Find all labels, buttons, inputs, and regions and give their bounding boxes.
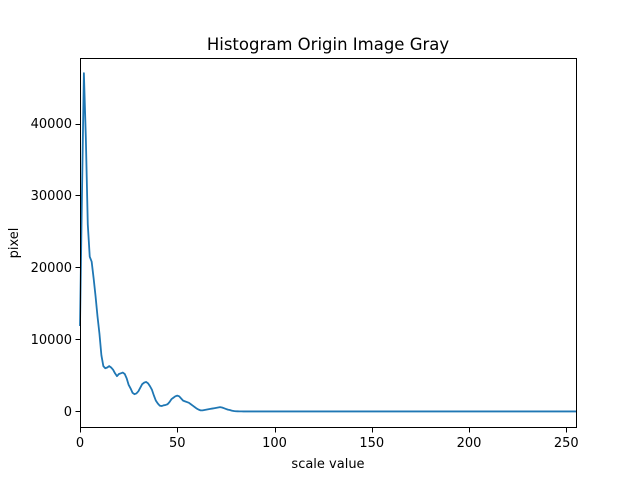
x-axis-ticks: 0 50 100 150 200 250: [76, 428, 579, 451]
y-tick-label: 0: [64, 405, 72, 420]
x-tick-label: 200: [457, 436, 482, 451]
y-axis-label: pixel: [7, 228, 22, 259]
y-tick-label: 10000: [31, 333, 72, 348]
y-tick-label: 30000: [31, 189, 72, 204]
x-tick-label: 50: [169, 436, 186, 451]
series-line-0: [79, 72, 577, 413]
y-axis-ticks: 0 10000 20000 30000 40000: [31, 117, 80, 420]
x-tick-label: 150: [359, 436, 384, 451]
plot-area: [80, 58, 576, 428]
x-tick-label: 100: [262, 436, 287, 451]
y-tick-label: 40000: [31, 117, 72, 132]
x-tick-label: 250: [554, 436, 579, 451]
series-layer: [79, 72, 577, 413]
x-tick-label: 0: [76, 436, 84, 451]
chart-title: Histogram Origin Image Gray: [207, 35, 450, 54]
x-axis-label: scale value: [291, 457, 364, 472]
axes-frame: [80, 58, 577, 428]
y-tick-label: 20000: [31, 261, 72, 276]
